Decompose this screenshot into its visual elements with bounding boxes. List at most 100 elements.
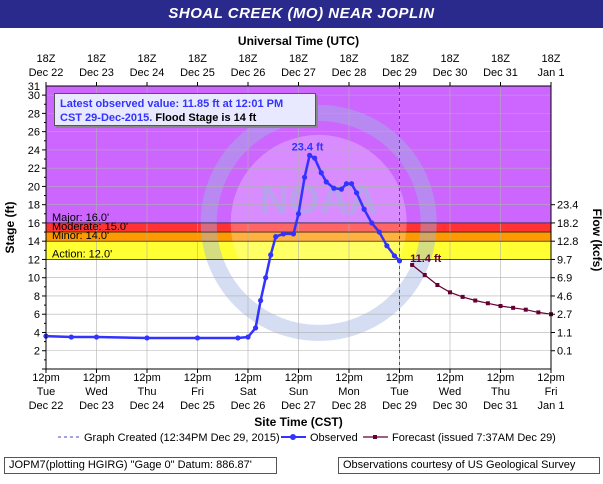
- top-tick-time: 18Z: [138, 53, 157, 65]
- x-tick-date: Dec 25: [180, 400, 215, 412]
- y-tick-label: 6: [34, 309, 40, 321]
- x-tick-day: Tue: [37, 386, 56, 398]
- forecast-point: [448, 290, 452, 295]
- title-bar: SHOAL CREEK (MO) NEAR JOPLIN: [0, 0, 603, 28]
- bottom-axis-label: Site Time (CST): [254, 415, 342, 429]
- y-tick-label: 20: [28, 181, 40, 193]
- x-tick-date: Dec 31: [483, 400, 518, 412]
- observed-point: [384, 243, 390, 249]
- y-tick-label: 22: [28, 163, 40, 175]
- top-tick-date: Dec 23: [79, 67, 114, 79]
- top-tick-time: 18Z: [239, 53, 258, 65]
- flood-band-label: Minor: 14.0': [52, 230, 109, 242]
- observed-point: [361, 206, 367, 212]
- series-line-1: [411, 264, 552, 315]
- flow-tick-label: 1.1: [557, 327, 572, 339]
- observed-point: [235, 335, 241, 341]
- top-tick-date: Dec 28: [332, 67, 367, 79]
- x-tick-day: Tue: [390, 386, 409, 398]
- top-tick-time: 18Z: [491, 53, 510, 65]
- x-tick-time: 12pm: [335, 372, 363, 384]
- last-value-label: 11.4 ft: [410, 253, 442, 265]
- top-tick-time: 18Z: [289, 53, 308, 65]
- observed-point: [263, 275, 269, 281]
- x-tick-time: 12pm: [436, 372, 464, 384]
- top-tick-date: Dec 30: [433, 67, 468, 79]
- footer-gage-info: JOPM7(plotting HGIRG) "Gage 0" Datum: 88…: [4, 457, 277, 474]
- x-tick-time: 12pm: [83, 372, 111, 384]
- top-tick-time: 18Z: [87, 53, 106, 65]
- y-tick-label: 16: [28, 218, 40, 230]
- forecast-point: [485, 301, 490, 306]
- observed-point: [348, 181, 355, 187]
- legend-forecast-marker: [373, 435, 377, 439]
- top-tick-time: 18Z: [37, 53, 56, 65]
- x-tick-day: Thu: [491, 386, 510, 398]
- y-tick-label: 12: [28, 254, 40, 266]
- flow-tick-label: 0.1: [557, 346, 572, 358]
- x-tick-day: Fri: [545, 386, 558, 398]
- observed-point: [68, 334, 74, 340]
- footer-credit: Observations courtesy of US Geological S…: [338, 457, 600, 474]
- observed-point: [353, 190, 360, 196]
- flood-band-label: Moderate: 15.0': [52, 221, 128, 233]
- x-tick-date: Dec 27: [281, 400, 316, 412]
- flow-tick-label: 23.4: [557, 200, 578, 212]
- y-tick-label: 18: [28, 200, 40, 212]
- x-tick-time: 12pm: [285, 372, 313, 384]
- flood-band-label: Major: 16.0': [52, 212, 109, 224]
- observed-point: [391, 253, 398, 259]
- observed-point: [369, 220, 375, 226]
- y-tick-label: 30: [28, 90, 40, 102]
- legend-observed-marker: [290, 434, 296, 440]
- top-axis-label: Universal Time (UTC): [238, 34, 359, 48]
- x-tick-day: Wed: [439, 386, 461, 398]
- x-tick-time: 12pm: [234, 372, 262, 384]
- x-tick-day: Sun: [289, 386, 309, 398]
- x-tick-time: 12pm: [32, 372, 60, 384]
- forecast-point: [435, 283, 440, 288]
- observed-point: [252, 325, 259, 331]
- y-tick-label: 2: [34, 346, 40, 358]
- top-tick-date: Dec 31: [483, 67, 518, 79]
- flow-tick-label: 12.8: [557, 236, 578, 248]
- observed-point: [258, 297, 264, 304]
- top-tick-time: 18Z: [340, 53, 359, 65]
- y-tick-label: 26: [28, 127, 40, 139]
- info-line-2-date: CST 29-Dec-2015.: [60, 112, 153, 124]
- x-tick-day: Thu: [138, 386, 157, 398]
- chart-title: SHOAL CREEK (MO) NEAR JOPLIN: [168, 5, 435, 22]
- x-tick-day: Fri: [191, 386, 204, 398]
- observed-point: [245, 334, 251, 340]
- x-tick-time: 12pm: [133, 372, 161, 384]
- x-tick-time: 12pm: [537, 372, 565, 384]
- observed-point: [307, 152, 313, 158]
- legend-created-label: Graph Created (12:34PM Dec 29, 2015): [84, 432, 280, 444]
- forecast-point: [460, 294, 465, 299]
- forecast-point: [511, 305, 516, 310]
- top-tick-time: 18Z: [542, 53, 561, 65]
- y-tick-label: 14: [28, 236, 40, 248]
- observed-point: [273, 234, 279, 240]
- observed-point: [295, 211, 302, 217]
- x-tick-date: Dec 23: [79, 400, 114, 412]
- x-tick-day: Sat: [240, 386, 257, 398]
- left-axis-label: Stage (ft): [3, 202, 17, 254]
- observed-point: [338, 186, 345, 192]
- y-tick-label: 31: [28, 81, 40, 93]
- forecast-point: [473, 298, 478, 303]
- observed-point: [331, 185, 337, 191]
- top-tick-time: 18Z: [390, 53, 409, 65]
- x-tick-date: Jan 1: [538, 400, 565, 412]
- x-tick-date: Dec 24: [130, 400, 165, 412]
- x-tick-time: 12pm: [184, 372, 212, 384]
- observed-point: [268, 252, 274, 258]
- top-tick-date: Dec 27: [281, 67, 316, 79]
- observed-point: [194, 335, 201, 341]
- forecast-point: [410, 262, 415, 267]
- info-line-1: Latest observed value: 11.85 ft at 12:01…: [60, 98, 284, 110]
- top-tick-date: Dec 24: [130, 67, 165, 79]
- observed-point: [280, 231, 286, 237]
- top-tick-date: Dec 29: [382, 67, 417, 79]
